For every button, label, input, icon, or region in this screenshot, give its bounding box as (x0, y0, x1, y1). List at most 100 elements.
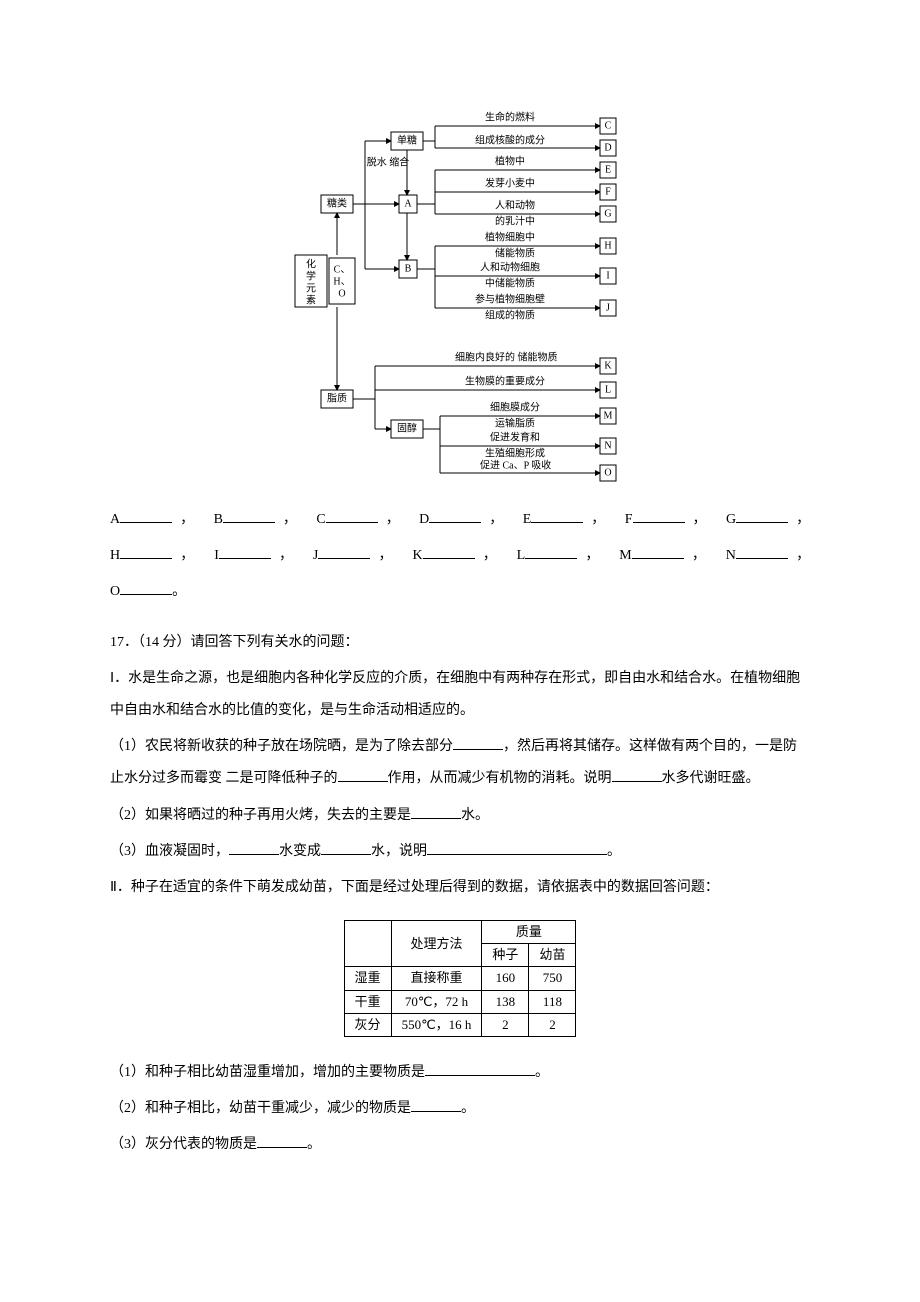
q17-p1: Ⅰ．水是生命之源，也是细胞内各种化学反应的介质，在细胞中有两种存在形式，即自由水… (110, 663, 810, 727)
blank-K[interactable] (423, 545, 475, 559)
blank-I[interactable] (219, 545, 271, 559)
J-box: J (606, 302, 610, 313)
C-box: C (605, 120, 612, 131)
concept-diagram: .bx { fill: #fff; stroke: #000; stroke-w… (285, 100, 635, 484)
q17-s5: （2）和种子相比，幼苗干重减少，减少的物质是。 (110, 1093, 810, 1125)
blank-s1b[interactable] (338, 768, 388, 782)
blank-H[interactable] (120, 545, 172, 559)
label-n2: 生殖细胞形成 (485, 446, 545, 459)
label-d: 组成核酸的成分 (475, 133, 545, 146)
fill-line-3: O。 (110, 576, 810, 608)
label-i1: 人和动物细胞 (480, 260, 540, 273)
label-m2: 运输脂质 (495, 416, 535, 429)
fill-N: N (726, 548, 736, 563)
fill-F: F (625, 512, 633, 527)
blank-s3b[interactable] (321, 841, 371, 855)
label-f: 发芽小麦中 (485, 176, 535, 189)
blank-O[interactable] (120, 581, 172, 595)
blank-L[interactable] (525, 545, 577, 559)
L-box: L (605, 384, 611, 395)
blank-s1c[interactable] (612, 768, 662, 782)
O-box: O (604, 467, 611, 478)
I-box: I (606, 270, 609, 281)
E-box: E (605, 164, 611, 175)
fill-O: O (110, 584, 120, 599)
blank-s4[interactable] (425, 1062, 535, 1076)
blank-A[interactable] (120, 509, 172, 523)
q17-title: 17．（14 分）请回答下列有关水的问题： (110, 627, 810, 659)
cho-3: O (338, 288, 345, 299)
fill-B: B (214, 512, 223, 527)
fill-G: G (726, 512, 736, 527)
blank-D[interactable] (429, 509, 481, 523)
fill-line-2: H， I， J， K， L， M， N， (110, 540, 810, 572)
label-k: 细胞内良好的 储能物质 (455, 350, 558, 363)
table-row: 灰分 550℃，16 h 2 2 (344, 1013, 576, 1036)
q17-s1: （1）农民将新收获的种子放在场院晒，是为了除去部分，然后再将其储存。这样做有两个… (110, 731, 810, 795)
dehydr-label: 脱水 缩合 (367, 155, 410, 168)
elements-label-3: 元 (306, 283, 316, 294)
fill-M: M (619, 548, 631, 563)
K-box: K (604, 360, 612, 371)
blank-E[interactable] (531, 509, 583, 523)
blank-N[interactable] (736, 545, 788, 559)
blank-J[interactable] (318, 545, 370, 559)
fill-line-1: A， B， C， D， E， F， G， (110, 504, 810, 536)
H-box: H (604, 240, 611, 251)
G-box: G (604, 208, 611, 219)
blank-G[interactable] (736, 509, 788, 523)
N-box: N (604, 440, 611, 451)
label-g1: 人和动物 (495, 198, 535, 211)
lipid-box: 脂质 (327, 391, 347, 404)
blank-s3c[interactable] (427, 841, 607, 855)
table-row: 干重 70℃，72 h 138 118 (344, 990, 576, 1013)
F-box: F (605, 186, 611, 197)
D-box: D (604, 142, 611, 153)
blank-F[interactable] (633, 509, 685, 523)
label-h2: 储能物质 (495, 246, 535, 259)
q17-s6: （3）灰分代表的物质是。 (110, 1129, 810, 1161)
label-i2: 中储能物质 (485, 276, 535, 289)
elements-label-1: 化 (306, 257, 316, 270)
blank-s5[interactable] (411, 1098, 461, 1112)
label-j1: 参与植物细胞壁 (475, 292, 545, 305)
fill-L: L (517, 548, 526, 563)
fill-D: D (419, 512, 429, 527)
cho-1: C、 (334, 264, 351, 275)
th-method: 处理方法 (391, 921, 482, 967)
label-g2: 的乳汁中 (495, 214, 535, 227)
A-box: A (404, 198, 412, 209)
q17-s3: （3）血液凝固时，水变成水，说明。 (110, 836, 810, 868)
blank-C[interactable] (326, 509, 378, 523)
blank-B[interactable] (223, 509, 275, 523)
table-row: 湿重 直接称重 160 750 (344, 967, 576, 990)
th-mass: 质量 (482, 921, 576, 944)
label-m1: 细胞膜成分 (490, 400, 540, 413)
mono-box: 单糖 (397, 133, 417, 146)
label-h1: 植物细胞中 (485, 230, 535, 243)
blank-s6[interactable] (257, 1134, 307, 1148)
blank-s2[interactable] (411, 805, 461, 819)
label-j2: 组成的物质 (485, 308, 535, 321)
label-n1: 促进发育和 (490, 430, 540, 443)
fill-H: H (110, 548, 120, 563)
th-seedling: 幼苗 (529, 944, 576, 967)
label-o: 促进 Ca、P 吸收 (480, 458, 551, 471)
q17-s4: （1）和种子相比幼苗湿重增加，增加的主要物质是。 (110, 1057, 810, 1089)
fill-K: K (412, 548, 422, 563)
q17-s2: （2）如果将晒过的种子再用火烤，失去的主要是水。 (110, 800, 810, 832)
fill-C: C (316, 512, 325, 527)
blank-M[interactable] (632, 545, 684, 559)
elements-label-4: 素 (306, 293, 316, 306)
blank-s3a[interactable] (229, 841, 279, 855)
label-l: 生物膜的重要成分 (465, 374, 545, 387)
sterol-box: 固醇 (397, 421, 417, 434)
cho-2: H、 (333, 276, 350, 287)
blank-s1a[interactable] (453, 736, 503, 750)
q17-p2: Ⅱ．种子在适宜的条件下萌发成幼苗，下面是经过处理后得到的数据，请依据表中的数据回… (110, 872, 810, 904)
label-c: 生命的燃料 (485, 110, 535, 123)
elements-label-2: 学 (306, 269, 316, 282)
B-box: B (405, 263, 412, 274)
label-e: 植物中 (495, 154, 525, 167)
data-table: 处理方法 质量 种子 幼苗 湿重 直接称重 160 750 干重 70℃，72 … (344, 920, 577, 1037)
